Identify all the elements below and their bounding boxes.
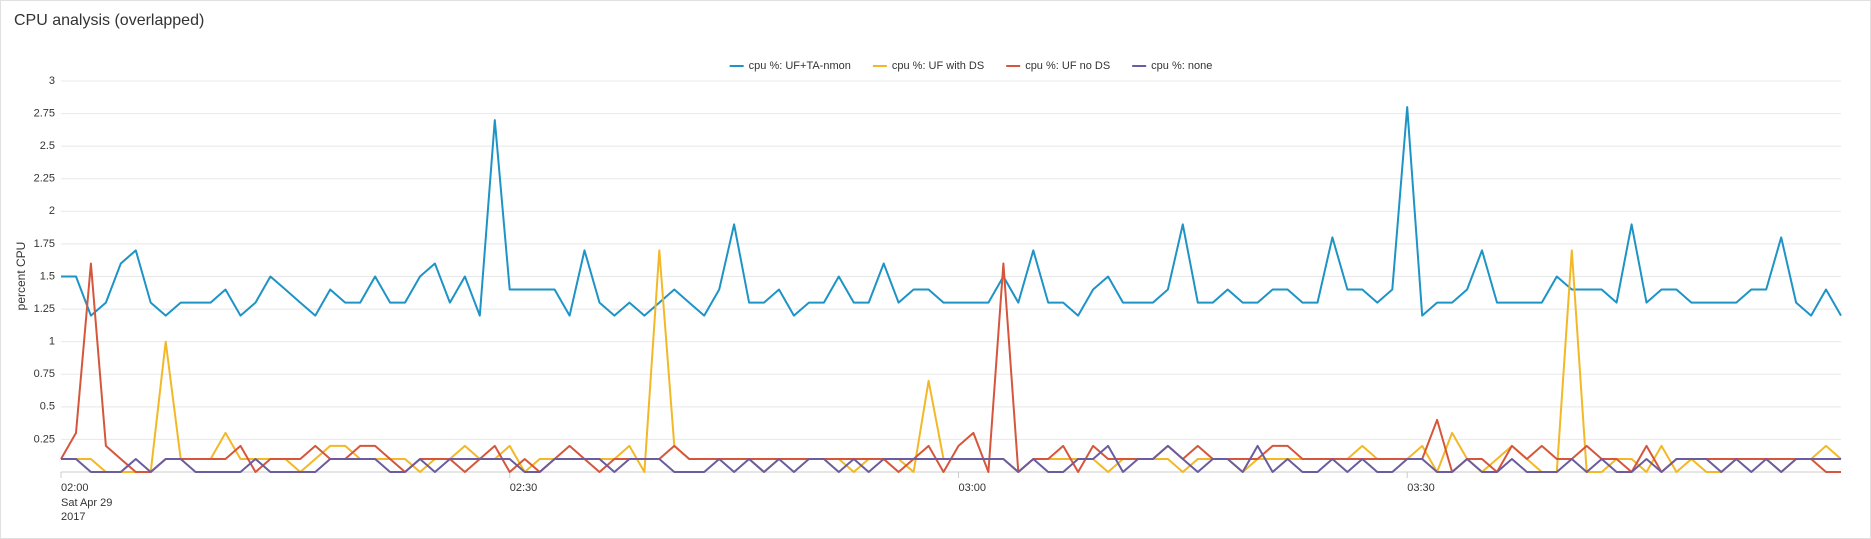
chart-title: CPU analysis (overlapped) bbox=[14, 12, 204, 29]
x-tick-year: 2017 bbox=[61, 511, 85, 523]
legend-label: cpu %: UF with DS bbox=[892, 60, 984, 72]
y-tick-label: 0.75 bbox=[34, 368, 55, 380]
x-tick-label: 02:30 bbox=[510, 482, 538, 494]
legend-label: cpu %: UF+TA-nmon bbox=[749, 60, 851, 72]
x-tick-label: 02:00 bbox=[61, 482, 89, 494]
legend-label: cpu %: none bbox=[1151, 60, 1212, 72]
series-line bbox=[61, 106, 1842, 317]
y-tick-label: 2 bbox=[49, 205, 55, 217]
y-tick-label: 1.75 bbox=[34, 238, 55, 250]
x-tick-date: Sat Apr 29 bbox=[61, 497, 112, 509]
y-tick-label: 2.25 bbox=[34, 173, 55, 185]
y-tick-label: 2.5 bbox=[40, 140, 55, 152]
x-tick-label: 03:00 bbox=[958, 482, 986, 494]
y-tick-label: 0.5 bbox=[40, 401, 55, 413]
y-tick-label: 3 bbox=[49, 75, 55, 87]
x-tick-label: 03:30 bbox=[1407, 482, 1435, 494]
y-tick-label: 2.75 bbox=[34, 107, 55, 119]
legend-label: cpu %: UF no DS bbox=[1025, 60, 1110, 72]
y-axis-label: percent CPU bbox=[14, 242, 28, 311]
y-tick-label: 1 bbox=[49, 336, 55, 348]
y-tick-label: 1.25 bbox=[34, 303, 55, 315]
y-tick-label: 1.5 bbox=[40, 270, 55, 282]
legend: cpu %: UF+TA-nmon cpu %: UF with DS cpu %:… bbox=[729, 60, 1212, 72]
y-tick-label: 0.25 bbox=[34, 433, 55, 445]
series-line bbox=[61, 444, 1841, 473]
